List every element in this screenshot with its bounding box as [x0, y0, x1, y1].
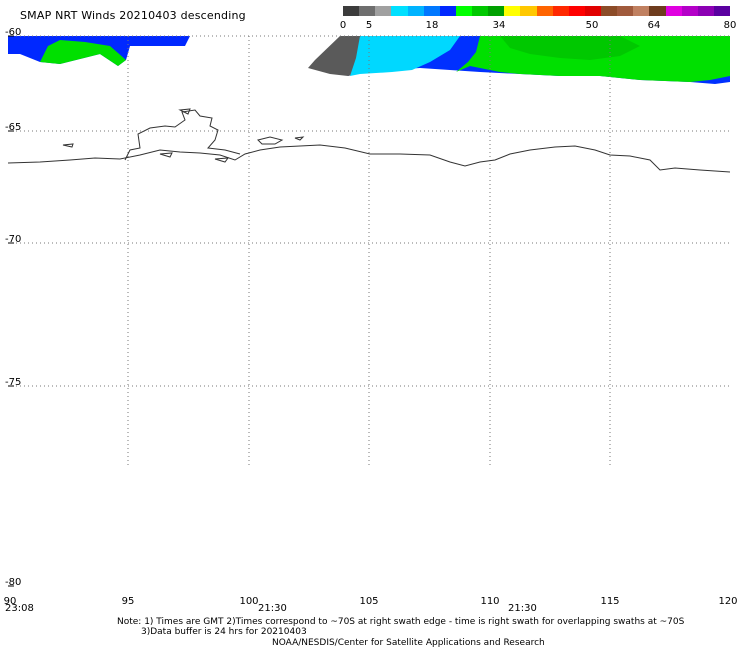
note-line-2: 3)Data buffer is 24 hrs for 20210403 — [141, 627, 307, 637]
time-label-right: 21:30 — [508, 603, 537, 614]
lon-label-120: 120 — [718, 596, 738, 607]
colorbar-label: 0 — [339, 20, 347, 31]
time-label-left: 23:08 — [5, 603, 34, 614]
colorbar-segment — [439, 6, 456, 16]
colorbar-segment — [504, 6, 521, 16]
graticule — [8, 35, 730, 466]
antarctic-coastline — [7, 108, 731, 173]
colorbar-segment — [472, 6, 489, 16]
colorbar-label: 64 — [647, 20, 661, 31]
note-line-3: NOAA/NESDIS/Center for Satellite Applica… — [272, 638, 545, 648]
lon-label-90: 90 — [3, 596, 17, 607]
lon-label-110: 110 — [480, 596, 500, 607]
wind-swath-left — [8, 36, 190, 66]
colorbar-segment — [520, 6, 537, 16]
colorbar-segment — [375, 6, 392, 16]
lon-label-115: 115 — [600, 596, 620, 607]
colorbar-segment — [488, 6, 505, 16]
colorbar-segment — [407, 6, 424, 16]
colorbar-segment — [649, 6, 666, 16]
lon-label-100: 100 — [239, 596, 259, 607]
wind-speed-colorbar — [343, 6, 730, 16]
colorbar-segment — [713, 6, 730, 16]
colorbar-label: 5 — [365, 20, 373, 31]
time-label-middle: 21:30 — [258, 603, 287, 614]
lon-label-95: 95 — [121, 596, 135, 607]
colorbar-segment — [536, 6, 553, 16]
note-line-1: Note: 1) Times are GMT 2)Times correspon… — [117, 617, 685, 627]
colorbar-segment — [359, 6, 376, 16]
colorbar-label: 18 — [425, 20, 439, 31]
lat-label-80: -80 — [5, 577, 22, 588]
lat-label-60: -60 — [5, 27, 22, 38]
lat-label-75: -75 — [5, 377, 22, 388]
axis-ticks — [8, 35, 14, 587]
colorbar-segment — [343, 6, 360, 16]
colorbar-segment — [455, 6, 472, 16]
map-title: SMAP NRT Winds 20210403 descending — [20, 9, 246, 22]
colorbar-segment — [584, 6, 601, 16]
colorbar-segment — [601, 6, 618, 16]
colorbar-label: 80 — [723, 20, 737, 31]
wind-swath-right — [308, 36, 730, 84]
lat-label-65: -65 — [5, 122, 22, 133]
colorbar-label: 50 — [585, 20, 599, 31]
colorbar-segment — [423, 6, 440, 16]
colorbar-segment — [552, 6, 569, 16]
lat-label-70: -70 — [5, 234, 22, 245]
colorbar-segment — [633, 6, 650, 16]
colorbar-label: 34 — [492, 20, 506, 31]
lon-label-105: 105 — [359, 596, 379, 607]
colorbar-segment — [681, 6, 698, 16]
colorbar-segment — [568, 6, 585, 16]
colorbar-segment — [391, 6, 408, 16]
colorbar-segment — [665, 6, 682, 16]
colorbar-segment — [617, 6, 634, 16]
colorbar-segment — [697, 6, 714, 16]
